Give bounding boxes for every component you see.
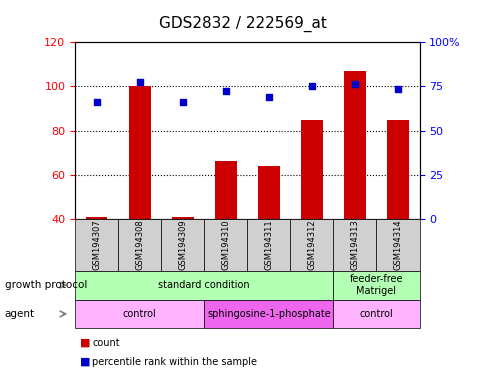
- Bar: [214, 162, 236, 307]
- Point: [393, 86, 401, 92]
- Text: count: count: [92, 338, 120, 348]
- Text: GSM194311: GSM194311: [264, 220, 273, 270]
- Bar: [257, 166, 279, 307]
- Point: [136, 79, 143, 85]
- Text: agent: agent: [5, 309, 35, 319]
- Text: ■: ■: [80, 338, 91, 348]
- Text: GSM194312: GSM194312: [307, 220, 316, 270]
- Text: GSM194308: GSM194308: [135, 219, 144, 270]
- Text: GSM194313: GSM194313: [350, 219, 359, 270]
- Point: [264, 94, 272, 101]
- Point: [179, 99, 186, 105]
- Text: percentile rank within the sample: percentile rank within the sample: [92, 357, 257, 367]
- Text: control: control: [359, 309, 393, 319]
- Text: GSM194307: GSM194307: [92, 219, 101, 270]
- Bar: [386, 119, 408, 307]
- Text: sphingosine-1-phosphate: sphingosine-1-phosphate: [207, 309, 330, 319]
- Bar: [86, 217, 107, 307]
- Text: standard condition: standard condition: [158, 280, 250, 290]
- Text: control: control: [122, 309, 156, 319]
- Text: feeder-free
Matrigel: feeder-free Matrigel: [349, 274, 402, 296]
- Point: [350, 81, 358, 87]
- Text: GSM194314: GSM194314: [393, 220, 402, 270]
- Point: [222, 88, 229, 94]
- Bar: [129, 86, 150, 307]
- Text: GSM194309: GSM194309: [178, 220, 187, 270]
- Text: growth protocol: growth protocol: [5, 280, 87, 290]
- Bar: [301, 119, 322, 307]
- Bar: [344, 71, 365, 307]
- Point: [92, 99, 100, 105]
- Bar: [172, 217, 193, 307]
- Text: GSM194310: GSM194310: [221, 220, 230, 270]
- Text: ■: ■: [80, 357, 91, 367]
- Point: [307, 83, 315, 89]
- Text: GDS2832 / 222569_at: GDS2832 / 222569_at: [158, 15, 326, 31]
